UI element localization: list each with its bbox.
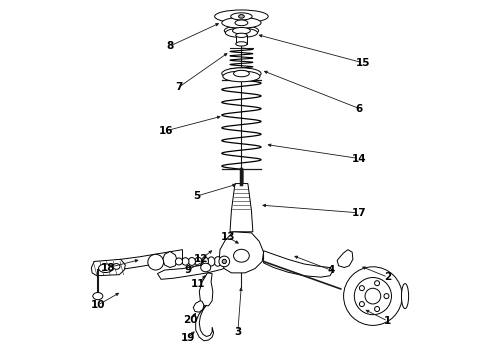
Ellipse shape [236,33,247,37]
Ellipse shape [374,306,380,311]
Text: 9: 9 [184,265,192,275]
Ellipse shape [225,28,258,37]
Ellipse shape [182,258,189,265]
Text: 7: 7 [175,82,183,92]
Text: 17: 17 [352,208,367,218]
Text: 8: 8 [167,41,173,51]
Ellipse shape [359,302,365,307]
Polygon shape [230,184,253,232]
Ellipse shape [214,257,221,266]
Ellipse shape [201,257,208,266]
Ellipse shape [208,257,215,266]
Ellipse shape [188,257,196,265]
Polygon shape [100,249,182,271]
Ellipse shape [234,249,249,262]
Ellipse shape [175,258,182,265]
Ellipse shape [224,26,259,36]
Ellipse shape [384,294,389,298]
Ellipse shape [354,278,392,315]
Ellipse shape [219,256,230,267]
Ellipse shape [359,285,365,291]
Ellipse shape [148,254,164,270]
Ellipse shape [201,263,211,272]
Text: 20: 20 [183,315,198,325]
Ellipse shape [232,27,250,34]
Polygon shape [196,305,214,341]
Ellipse shape [236,42,247,46]
Text: 5: 5 [193,191,200,201]
Ellipse shape [93,293,103,300]
Ellipse shape [215,10,268,23]
Ellipse shape [222,18,261,28]
Polygon shape [337,249,353,267]
Ellipse shape [222,68,261,79]
Ellipse shape [222,259,226,264]
Polygon shape [163,251,177,267]
Text: 16: 16 [159,126,173,136]
Ellipse shape [98,264,113,273]
Text: 12: 12 [194,253,209,264]
Text: 1: 1 [384,316,392,326]
Ellipse shape [401,284,409,309]
Text: 19: 19 [181,333,195,343]
Ellipse shape [239,15,245,18]
Text: 15: 15 [356,58,370,68]
Polygon shape [199,273,213,306]
Polygon shape [92,259,125,276]
Polygon shape [220,232,264,273]
Ellipse shape [223,71,260,82]
Text: 18: 18 [101,262,116,273]
Text: 14: 14 [352,154,367,163]
Ellipse shape [343,267,402,325]
Ellipse shape [231,13,252,20]
Ellipse shape [365,288,381,304]
Ellipse shape [374,281,380,286]
Ellipse shape [195,257,202,266]
Text: 3: 3 [234,327,242,337]
Text: 11: 11 [191,279,206,289]
Polygon shape [193,301,204,312]
Ellipse shape [220,256,228,266]
Polygon shape [236,35,247,44]
Text: 13: 13 [220,232,235,242]
Ellipse shape [235,20,248,26]
Ellipse shape [113,264,120,269]
Text: 10: 10 [91,300,105,310]
Text: 4: 4 [327,265,334,275]
Ellipse shape [234,70,249,77]
Polygon shape [157,255,232,279]
Text: 6: 6 [356,104,363,113]
Polygon shape [264,251,333,277]
Text: 2: 2 [384,272,392,282]
